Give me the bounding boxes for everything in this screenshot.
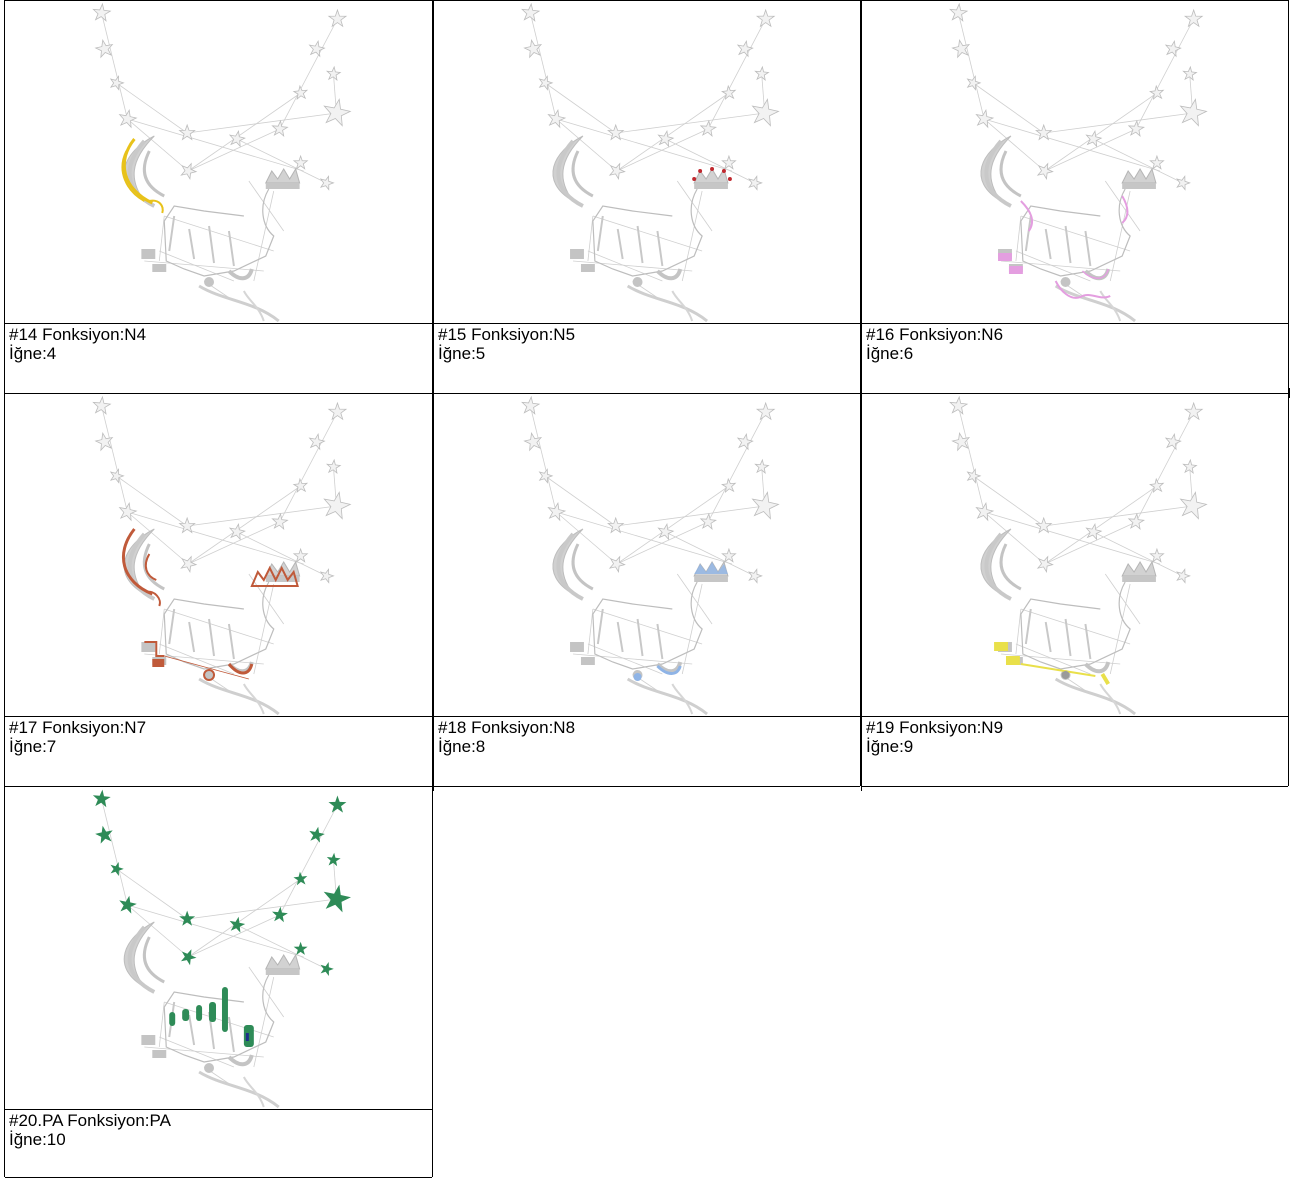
needle-label: İğne:10: [9, 1130, 66, 1149]
needle-label: İğne:9: [866, 737, 914, 756]
cell-caption: #17 Fonksiyon:N7 İğne:7: [5, 716, 432, 787]
cell-corner-mark: [433, 388, 434, 398]
preview-svg: [434, 394, 860, 716]
preview-svg: [862, 1, 1288, 323]
sequence-cell: #15 Fonksiyon:N5 İğne:5: [433, 0, 861, 394]
needle-label: İğne:7: [9, 737, 57, 756]
needle-label: İğne:5: [438, 344, 486, 363]
cell-corner-mark: [861, 781, 862, 791]
embroidery-preview: [862, 394, 1288, 716]
function-label: #16 Fonksiyon:N6: [866, 325, 1004, 344]
cell-caption: #18 Fonksiyon:N8 İğne:8: [434, 716, 860, 787]
cell-caption: #19 Fonksiyon:N9 İğne:9: [862, 716, 1288, 787]
embroidery-preview: [434, 1, 860, 323]
cell-corner-mark: [861, 388, 862, 398]
needle-label: İğne:4: [9, 344, 57, 363]
preview-svg: [5, 394, 432, 716]
cell-corner-mark: [1289, 388, 1290, 398]
cell-caption: #16 Fonksiyon:N6 İğne:6: [862, 323, 1288, 394]
sequence-cell: #20.PA Fonksiyon:PA İğne:10: [4, 786, 433, 1178]
preview-svg: [5, 787, 432, 1109]
cell-corner-mark: [4, 781, 5, 791]
function-label: #17 Fonksiyon:N7: [9, 718, 147, 737]
cell-corner-mark: [433, 781, 434, 791]
embroidery-preview: [434, 394, 860, 716]
embroidery-preview: [5, 394, 432, 716]
function-label: #14 Fonksiyon:N4: [9, 325, 147, 344]
sequence-cell: #14 Fonksiyon:N4 İğne:4: [4, 0, 433, 394]
function-label: #20.PA Fonksiyon:PA: [9, 1111, 171, 1130]
preview-svg: [434, 1, 860, 323]
cell-caption: #14 Fonksiyon:N4 İğne:4: [5, 323, 432, 394]
cell-caption: #20.PA Fonksiyon:PA İğne:10: [5, 1109, 432, 1178]
function-label: #19 Fonksiyon:N9: [866, 718, 1004, 737]
sequence-cell: #18 Fonksiyon:N8 İğne:8: [433, 393, 861, 787]
needle-label: İğne:6: [866, 344, 914, 363]
embroidery-preview: [862, 1, 1288, 323]
needle-label: İğne:8: [438, 737, 486, 756]
cell-corner-mark: [4, 388, 5, 398]
preview-svg: [5, 1, 432, 323]
sequence-cell: #19 Fonksiyon:N9 İğne:9: [861, 393, 1289, 787]
embroidery-preview: [5, 1, 432, 323]
cell-caption: #15 Fonksiyon:N5 İğne:5: [434, 323, 860, 394]
sequence-cell: #16 Fonksiyon:N6 İğne:6: [861, 0, 1289, 394]
function-label: #18 Fonksiyon:N8: [438, 718, 576, 737]
sequence-cell: #17 Fonksiyon:N7 İğne:7: [4, 393, 433, 787]
preview-svg: [862, 394, 1288, 716]
function-label: #15 Fonksiyon:N5: [438, 325, 576, 344]
embroidery-preview: [5, 787, 432, 1109]
